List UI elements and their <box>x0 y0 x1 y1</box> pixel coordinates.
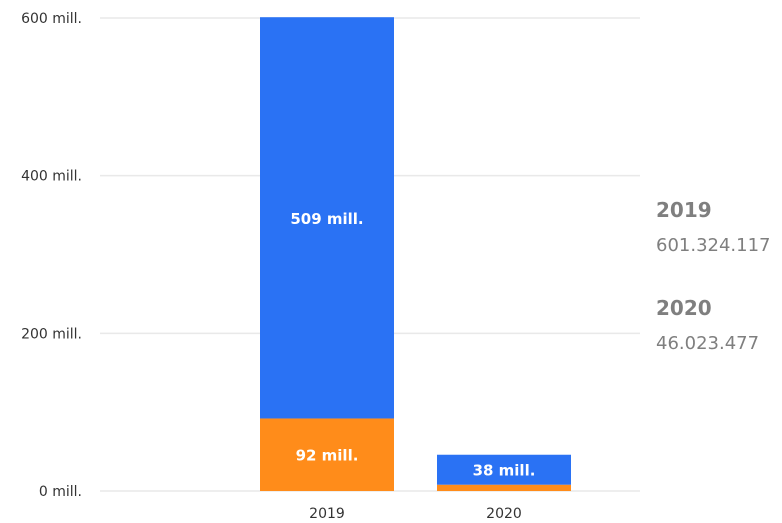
data-label-2019-1: 509 mill. <box>290 210 363 228</box>
y-tick-label-3: 600 mill. <box>21 11 82 27</box>
side-year-2020: 2020 <box>656 296 712 320</box>
side-panel: 2019 601.324.117 2020 46.023.477 <box>656 196 782 392</box>
bars: 92 mill. 509 mill. 38 mill. <box>260 17 571 491</box>
bar-segment-2019-1 <box>260 17 394 419</box>
y-axis: 0 mill. 200 mill. 400 mill. 600 mill. <box>21 11 82 500</box>
data-label-2019-0: 92 mill. <box>296 447 359 465</box>
side-value-2019: 601.324.117 <box>656 235 771 256</box>
y-tick-label-1: 200 mill. <box>21 326 82 342</box>
bar-segment-2019-0 <box>260 418 394 491</box>
stacked-bar-chart: 0 mill. 200 mill. 400 mill. 600 mill. 92 mi… <box>21 11 640 522</box>
y-tick-label-0: 0 mill. <box>39 484 82 500</box>
x-axis: 2019 2020 <box>309 506 522 522</box>
y-tick-label-2: 400 mill. <box>21 169 82 185</box>
x-tick-label-2019: 2019 <box>309 506 345 522</box>
bar-segment-2020-0 <box>437 484 571 491</box>
bar-segment-2020-1 <box>437 454 571 485</box>
side-entry-2019: 2019 601.324.117 <box>656 196 782 260</box>
side-entry-2020: 2020 46.023.477 <box>656 294 782 358</box>
x-tick-label-2020: 2020 <box>486 506 522 522</box>
data-label-2020-1: 38 mill. <box>473 462 536 480</box>
side-year-2019: 2019 <box>656 198 712 222</box>
side-value-2020: 46.023.477 <box>656 333 760 354</box>
